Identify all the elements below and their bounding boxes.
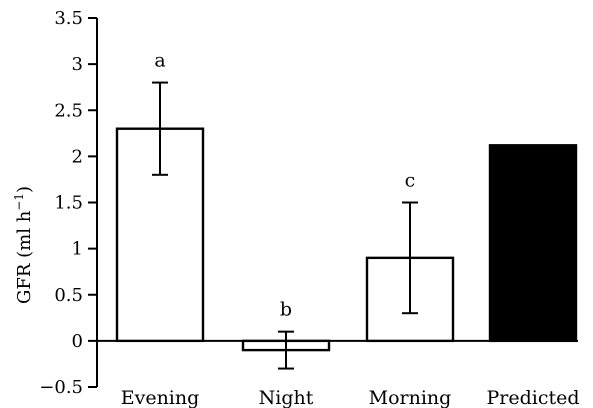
bar-predicted (488, 144, 578, 343)
y-tick-label: 0.5 (54, 285, 83, 306)
category-label-evening: Evening (121, 387, 200, 408)
category-labels: Evening Night Morning Predicted (121, 387, 580, 408)
y-tick-label: 3 (72, 54, 83, 75)
significance-label-night: b (280, 299, 292, 321)
category-label-night: Night (259, 387, 314, 408)
y-tick-label: 3.5 (54, 8, 83, 29)
category-label-morning: Morning (369, 387, 452, 408)
significance-label-evening: a (154, 50, 165, 72)
y-tick-label: 1.5 (54, 193, 83, 214)
y-tick-label: 1 (72, 239, 83, 260)
category-label-predicted: Predicted (486, 387, 579, 408)
y-tick-label: 2 (72, 146, 83, 167)
y-axis-title-close: ) (14, 186, 35, 193)
y-axis-title-superscript: −1 (12, 193, 26, 211)
y-axis-title: GFR (ml h−1) (12, 186, 35, 304)
y-tick-label: 2.5 (54, 100, 83, 121)
bars: a b c (115, 50, 578, 370)
y-tick-label: 0 (72, 331, 83, 352)
significance-label-morning: c (405, 170, 416, 192)
y-axis-title-main: GFR (ml h (14, 210, 35, 304)
y-axis: −0.5 0 0.5 1 1.5 2 2.5 3 3.5 (39, 8, 578, 398)
y-tick-label: −0.5 (39, 377, 83, 398)
